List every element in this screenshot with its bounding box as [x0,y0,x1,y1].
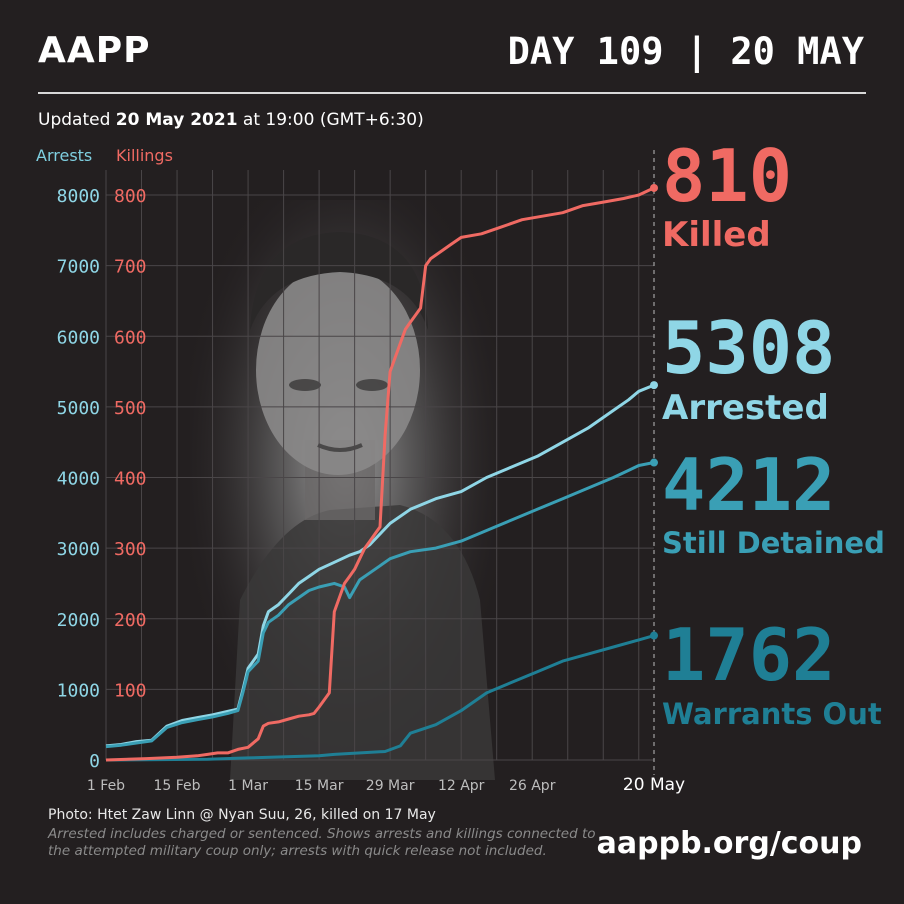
y-tick-killings: 800 [114,186,147,207]
x-tick-label: 15 Mar [295,778,344,794]
detained-count: 4212 [662,443,836,527]
y-axis-killings: 100 200 300 400 500 600 700 800 [114,186,147,701]
y-tick-killings: 100 [114,680,147,701]
series-endpoint-arrested [650,381,658,390]
y-tick-arrests: 4000 [57,469,100,490]
aapp-logo: AAPP [38,30,151,71]
y-tick-arrests: 5000 [57,398,100,419]
arrested-count: 5308 [662,306,836,390]
series-endpoint-still-detained [650,458,658,467]
legend-killings: Killings [116,146,173,165]
portrait-photo [190,200,500,780]
legend-arrests: Arrests [36,146,93,165]
series-endpoint-killed [650,183,658,192]
x-tick-label: 1 Mar [228,778,268,794]
warrants-count: 1762 [662,613,836,697]
y-tick-killings: 400 [114,469,147,490]
y-tick-arrests: 1000 [57,680,100,701]
detained-label: Still Detained [662,526,885,560]
x-tick-label: 26 Apr [509,778,556,794]
updated-suffix: at 19:00 (GMT+6:30) [237,110,424,130]
y-tick-arrests: 6000 [57,327,100,348]
day-counter: DAY 109 | 20 MAY [507,30,864,73]
y-tick-arrests: 7000 [57,257,100,278]
y-tick-killings: 300 [114,539,147,560]
website-link[interactable]: aappb.org/coup [596,826,862,861]
x-tick-label: 1 Feb [87,778,125,794]
x-tick-label: 15 Feb [154,778,201,794]
killed-label: Killed [662,215,771,255]
series-line-killed [105,186,655,762]
y-tick-killings: 500 [114,398,147,419]
header-divider [38,92,866,94]
updated-date: 20 May 2021 [115,110,238,130]
chart-grid [105,170,654,761]
updated-line: Updated 20 May 2021 at 19:00 (GMT+6:30) [38,110,424,130]
y-axis-arrests: 0 1000 2000 3000 4000 5000 6000 7000 8000 [57,186,100,772]
series-endpoint-warrants-out [650,631,658,640]
y-tick-arrests: 0 [89,751,100,772]
arrested-label: Arrested [662,388,829,428]
footnote: Arrested includes charged or sentenced. … [48,826,596,859]
y-tick-killings: 600 [114,327,147,348]
killed-count: 810 [662,134,793,218]
series-line-warrants-out [105,634,655,762]
x-axis: 1 Feb 15 Feb 1 Mar 15 Mar 29 Mar 12 Apr 26 Apr… [87,775,685,795]
y-tick-arrests: 8000 [57,186,100,207]
x-tick-label: 29 Mar [366,778,415,794]
y-tick-arrests: 3000 [57,539,100,560]
y-tick-killings: 200 [114,610,147,631]
series-line-arrested [105,383,655,748]
series-line-still-detained [105,461,655,749]
photo-credit: Photo: Htet Zaw Linn @ Nyan Suu, 26, kil… [48,807,436,823]
series-lines [105,183,658,762]
x-tick-label: 12 Apr [438,778,485,794]
y-tick-arrests: 2000 [57,610,100,631]
warrants-label: Warrants Out [662,697,882,731]
updated-prefix: Updated [38,110,116,130]
x-tick-label: 20 May [623,775,685,795]
y-tick-killings: 700 [114,257,147,278]
